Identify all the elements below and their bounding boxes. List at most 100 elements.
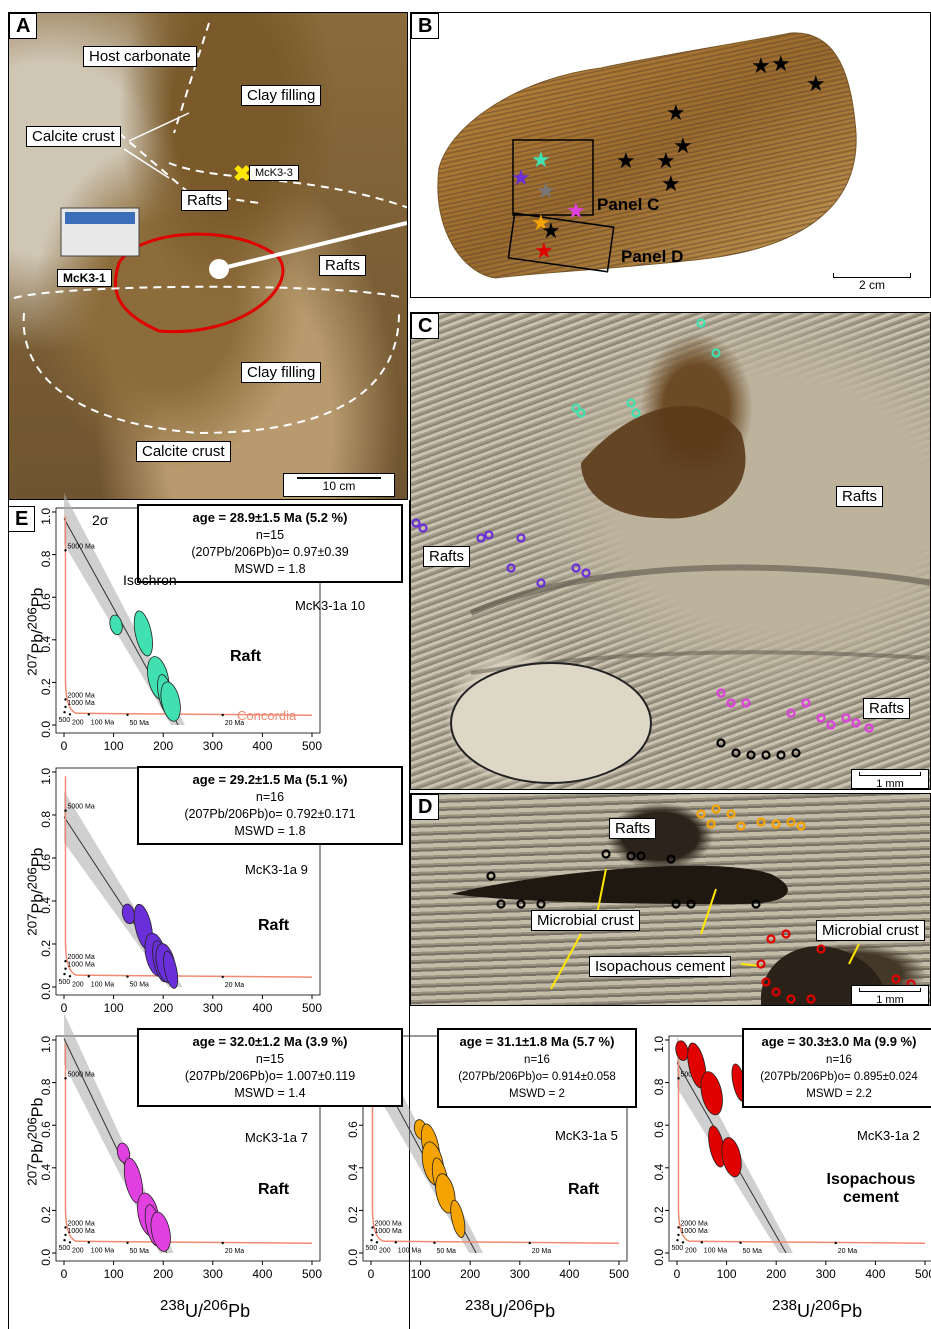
two-sigma-label: 2σ (92, 512, 109, 528)
age-mark-dot-4-6 (433, 1241, 436, 1244)
x-tick-label-1-4: 400 (252, 739, 272, 753)
stats-1-mswd: MSWD = 1.8 (234, 562, 306, 576)
y-tick-label-5-2: 0.4 (652, 1163, 666, 1180)
age-mark-label-5-1: 2000 Ma (680, 1220, 707, 1227)
y-tick-label-3-5: 1.0 (39, 1036, 53, 1053)
scale-bar-a-label: 10 cm (322, 479, 356, 493)
label-rafts-c3: Rafts (863, 698, 911, 719)
scale-bar-a: 10 cm (283, 473, 395, 497)
svg-text:★: ★ (806, 71, 826, 96)
age-mark-label-2-0: 5000 Ma (67, 804, 94, 811)
y-axis-title-3: 207Pb/206Pb (24, 1097, 47, 1186)
age-mark-label-5-5: 100 Ma (704, 1247, 727, 1254)
scale-bar-c: 1 mm (851, 769, 929, 789)
stats-4-n: n=16 (524, 1054, 550, 1066)
age-mark-dot-5-7 (834, 1241, 837, 1245)
age-mark-dot-2-1 (64, 960, 67, 963)
sample-label-5: McK3-1a 2 (857, 1128, 920, 1143)
y-tick-label-2-3: 0.6 (39, 854, 53, 871)
data-point-1-0 (109, 614, 123, 636)
data-point-5-4 (721, 1137, 742, 1178)
panel-c-outline-label: Panel C (597, 195, 659, 214)
scale-bar-d: 1 mm (851, 985, 929, 1005)
label-calcite-crust-lower: Calcite crust (136, 441, 231, 462)
age-mark-label-4-1: 2000 Ma (374, 1220, 401, 1227)
age-mark-dot-3-4 (68, 1241, 72, 1244)
stats-box-5: age = 30.3±3.0 Ma (9.9 %) n=16 (207Pb/206P… (742, 1028, 931, 1108)
age-mark-label-1-1: 2000 Ma (67, 692, 94, 699)
age-mark-label-3-6: 50 Ma (129, 1248, 149, 1255)
stats-2-mswd: MSWD = 1.8 (234, 824, 306, 838)
age-mark-label-1-6: 50 Ma (129, 720, 149, 727)
y-tick-label-5-0: 0.0 (652, 1249, 666, 1266)
data-point-3-4 (150, 1211, 171, 1252)
age-mark-dot-2-6 (126, 975, 129, 978)
age-mark-dot-2-2 (64, 967, 67, 970)
svg-text:★: ★ (536, 178, 556, 203)
sample-label-2: McK3-1a 9 (245, 862, 308, 877)
panel-c: C Rafts Rafts Rafts 1 mm (410, 312, 931, 790)
x-tick-label-2-3: 300 (203, 1001, 223, 1015)
svg-text:★: ★ (534, 238, 554, 263)
x-tick-label-3-1: 100 (104, 1267, 124, 1281)
x-tick-label-5-1: 100 (717, 1267, 737, 1281)
age-mark-label-3-5: 100 Ma (91, 1247, 114, 1254)
age-mark-dot-2-7 (221, 975, 224, 979)
age-mark-dot-5-4 (681, 1241, 685, 1244)
age-mark-label-2-1: 2000 Ma (67, 954, 94, 961)
age-mark-label-5-4: 200 (685, 1247, 697, 1254)
age-mark-dot-4-4 (375, 1241, 379, 1244)
age-mark-dot-5-0 (677, 1077, 680, 1080)
y-tick-label-2-4: 0.8 (39, 811, 53, 828)
age-mark-label-5-2: 1000 Ma (680, 1228, 707, 1235)
stats-3-age: age = 32.0±1.2 Ma (3.9 %) (192, 1034, 348, 1049)
scale-bar-c-label: 1 mm (876, 778, 904, 790)
lithology-label-4: Raft (568, 1181, 600, 1198)
x-tick-label-5-5: 500 (915, 1267, 931, 1281)
concordia-curve-5 (677, 1044, 926, 1244)
label-microbial-crust-2: Microbial crust (816, 920, 925, 941)
x-tick-label-2-4: 400 (252, 1001, 272, 1015)
age-mark-label-2-4: 200 (72, 981, 84, 988)
age-mark-label-3-7: 20 Ma (225, 1248, 245, 1255)
data-point-4-4 (435, 1173, 456, 1214)
svg-text:★: ★ (656, 148, 676, 173)
panel-a-annotations: ✖ (13, 22, 407, 435)
x-tick-label-3-5: 500 (302, 1267, 322, 1281)
y-tick-label-5-1: 0.2 (652, 1206, 666, 1223)
sample-label-4: McK3-1a 5 (555, 1128, 618, 1143)
label-clay-filling-upper: Clay filling (241, 85, 322, 106)
stats-box-3: age = 32.0±1.2 Ma (3.9 %) n=15 (207Pb/206P… (137, 1028, 403, 1107)
x-axis-title-4: 238U/206Pb (465, 1297, 556, 1321)
lithology-label-5: Isopachous cement (826, 1171, 916, 1206)
y-tick-label-2-5: 1.0 (39, 768, 53, 785)
stats-box-2: age = 29.2±1.5 Ma (5.1 %) n=16 (207Pb/206P… (137, 766, 403, 845)
x-tick-label-5-2: 200 (766, 1267, 786, 1281)
y-tick-label-5-5: 1.0 (652, 1036, 666, 1053)
age-mark-label-2-6: 50 Ma (129, 982, 149, 989)
age-mark-dot-3-1 (64, 1226, 67, 1229)
scale-bar-b: 2 cm (833, 273, 911, 292)
age-mark-label-4-6: 50 Ma (436, 1248, 456, 1255)
svg-text:★: ★ (616, 148, 636, 173)
stats-3-n: n=15 (255, 1052, 285, 1066)
concordia-label: Concordia (237, 708, 297, 723)
scale-bar-d-label: 1 mm (876, 994, 904, 1006)
age-mark-label-4-5: 100 Ma (398, 1247, 421, 1254)
age-mark-label-4-2: 1000 Ma (374, 1228, 401, 1235)
lithology-label-3: Raft (258, 1181, 290, 1198)
age-mark-dot-2-4 (68, 975, 72, 978)
y-tick-label-1-1: 0.2 (39, 678, 53, 695)
age-mark-label-4-3: 500 (365, 1245, 377, 1252)
svg-text:★: ★ (511, 165, 531, 190)
y-tick-label-4-0: 0.0 (346, 1249, 360, 1266)
age-mark-label-3-4: 200 (72, 1247, 84, 1254)
age-mark-dot-5-2 (677, 1233, 680, 1237)
age-mark-label-1-3: 500 (58, 717, 70, 724)
age-mark-dot-2-5 (87, 975, 90, 978)
label-rafts-lower: Rafts (319, 255, 367, 276)
concordia-curve-2 (64, 776, 313, 978)
isochron-plot-1: 0 100 200 300 400 500 0.0 0.2 0.4 0.6 0.8 1.0 5000 M… (39, 492, 322, 753)
panel-e-letter: E (8, 506, 36, 532)
x-tick-label-1-0: 0 (61, 739, 68, 753)
